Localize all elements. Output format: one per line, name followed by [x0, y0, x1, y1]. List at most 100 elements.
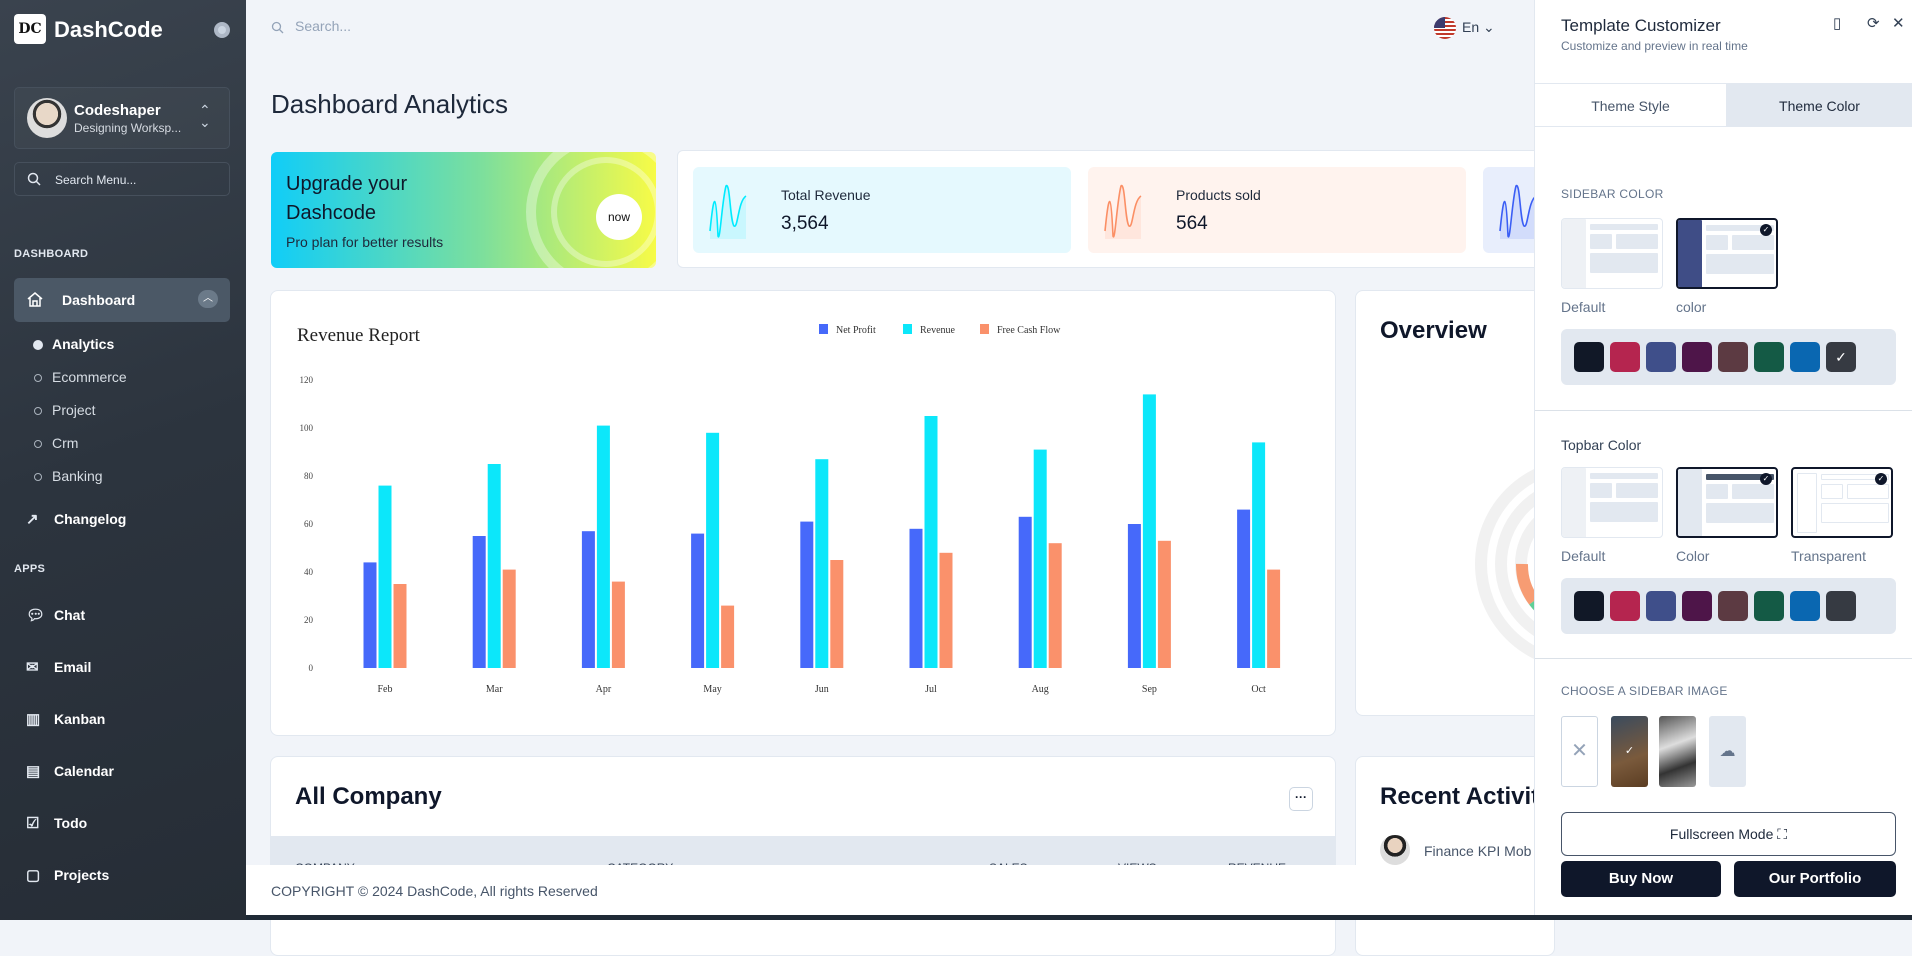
bar-net-profit[interactable]	[363, 562, 377, 668]
color-swatch[interactable]	[1718, 591, 1748, 621]
x-tick-label: Jul	[925, 684, 937, 695]
search-icon	[27, 172, 41, 186]
bar-net-profit[interactable]	[800, 521, 814, 668]
color-swatch[interactable]	[1718, 342, 1748, 372]
bar-revenue[interactable]	[1252, 442, 1266, 668]
color-swatch[interactable]	[1754, 591, 1784, 621]
bar-net-profit[interactable]	[1127, 524, 1141, 668]
upgrade-subtitle: Pro plan for better results	[286, 234, 444, 250]
bar-free-cash-flow[interactable]	[393, 584, 407, 668]
buy-now-button[interactable]: Buy Now	[1561, 861, 1721, 897]
color-swatch[interactable]	[1754, 342, 1784, 372]
color-swatch[interactable]	[1790, 591, 1820, 621]
legend-marker	[980, 324, 989, 334]
sidebar-image-option-1[interactable]: ✓	[1611, 716, 1648, 787]
kanban-icon: ▥	[26, 711, 41, 728]
upgrade-now-button[interactable]: now	[596, 194, 642, 240]
bar-free-cash-flow[interactable]	[1157, 540, 1171, 668]
color-swatch[interactable]	[1610, 342, 1640, 372]
fullscreen-mode-button[interactable]: Fullscreen Mode ⛶	[1561, 812, 1896, 856]
nav-label: Chat	[54, 607, 86, 623]
refresh-icon[interactable]: ⟳	[1867, 15, 1880, 32]
more-options-button[interactable]: ···	[1289, 787, 1313, 811]
bar-free-cash-flow[interactable]	[502, 569, 516, 668]
color-swatch[interactable]	[1682, 591, 1712, 621]
bar-revenue[interactable]	[815, 459, 829, 668]
bar-revenue[interactable]	[1142, 394, 1156, 668]
us-flag-icon[interactable]	[1434, 17, 1456, 39]
chevron-down-icon: ⌄	[1483, 19, 1495, 35]
subitem-label: Project	[52, 402, 96, 418]
tab-theme-style[interactable]: Theme Style	[1535, 83, 1726, 127]
bar-free-cash-flow[interactable]	[1048, 543, 1062, 668]
color-swatch[interactable]	[1682, 342, 1712, 372]
subitem-label: Ecommerce	[52, 369, 127, 385]
bar-revenue[interactable]	[1033, 449, 1047, 668]
legend-label[interactable]: Net Profit	[836, 325, 876, 336]
bar-free-cash-flow[interactable]	[611, 581, 625, 668]
bar-free-cash-flow[interactable]	[939, 552, 953, 668]
workspace-switcher[interactable]: Codeshaper Designing Worksp... ⌃ ⌄	[14, 87, 230, 149]
bar-net-profit[interactable]	[691, 533, 705, 668]
close-icon[interactable]: ✕	[1892, 15, 1905, 32]
check-icon: ✓	[1624, 745, 1635, 757]
x-tick-label: Feb	[378, 684, 393, 695]
topbar-color-default-option[interactable]	[1561, 467, 1663, 538]
color-swatch[interactable]: ✓	[1826, 342, 1856, 372]
search-menu-input[interactable]: Search Menu...	[14, 162, 230, 196]
language-selector[interactable]: En ⌄	[1462, 19, 1495, 36]
color-swatch[interactable]	[1574, 591, 1604, 621]
logo[interactable]: DC	[14, 14, 46, 44]
bottom-bar	[246, 915, 1912, 920]
sidebar-item-dashboard[interactable]: Dashboard ︿	[14, 278, 230, 322]
clipboard-icon[interactable]: ▯	[1833, 15, 1842, 32]
bar-revenue[interactable]	[378, 485, 392, 668]
stat-total-revenue: Total Revenue 3,564	[693, 167, 1071, 253]
search-input[interactable]: Search...	[295, 18, 352, 34]
bar-net-profit[interactable]	[472, 536, 486, 668]
color-swatch[interactable]	[1610, 591, 1640, 621]
upload-image-button[interactable]: ☁	[1709, 716, 1746, 787]
topbar-color-color-option[interactable]: ✓	[1676, 467, 1778, 538]
bar-net-profit[interactable]	[581, 531, 595, 668]
sidebar-color-default-option[interactable]	[1561, 218, 1663, 289]
tab-theme-color[interactable]: Theme Color	[1726, 83, 1912, 127]
bar-revenue[interactable]	[924, 416, 938, 668]
sidebar-image-option-2[interactable]	[1659, 716, 1696, 787]
bar-revenue[interactable]	[487, 464, 501, 668]
bar-revenue[interactable]	[596, 425, 610, 668]
our-portfolio-button[interactable]: Our Portfolio	[1734, 861, 1896, 897]
overview-radial-chart	[1475, 461, 1554, 667]
legend-label[interactable]: Revenue	[920, 325, 956, 336]
subitem-label: Banking	[52, 468, 103, 484]
no-image-option[interactable]: ✕	[1561, 716, 1598, 787]
legend-marker	[903, 324, 912, 334]
option-label: Default	[1561, 299, 1606, 315]
bar-free-cash-flow[interactable]	[830, 560, 844, 668]
bar-net-profit[interactable]	[1237, 509, 1251, 668]
color-swatch[interactable]	[1790, 342, 1820, 372]
color-swatch[interactable]	[1826, 591, 1856, 621]
chat-icon: 💬︎	[26, 607, 46, 624]
bar-free-cash-flow[interactable]	[1267, 569, 1281, 668]
activity-item[interactable]: Finance KPI Mob	[1424, 843, 1532, 859]
sidebar-toggle[interactable]	[214, 22, 230, 38]
divider	[1535, 410, 1912, 411]
bar-revenue[interactable]	[706, 432, 720, 668]
legend-label[interactable]: Free Cash Flow	[997, 325, 1061, 336]
sidebar-color-color-option[interactable]: ✓	[1676, 218, 1778, 289]
color-swatch[interactable]	[1646, 342, 1676, 372]
bar-net-profit[interactable]	[909, 528, 923, 668]
overview-title: Overview	[1380, 317, 1487, 344]
option-label: color	[1676, 299, 1707, 315]
bar-free-cash-flow[interactable]	[721, 605, 735, 668]
avatar	[27, 98, 67, 138]
language-label: En	[1462, 19, 1480, 35]
bar-net-profit[interactable]	[1018, 516, 1032, 668]
color-swatch[interactable]	[1646, 591, 1676, 621]
color-swatch[interactable]	[1574, 342, 1604, 372]
check-icon: ✓	[1760, 224, 1772, 236]
sidebar-image-label: CHOOSE A SIDEBAR IMAGE	[1561, 684, 1728, 698]
topbar-color-transparent-option[interactable]: ✓	[1791, 467, 1893, 538]
chevron-up-icon[interactable]: ︿	[198, 290, 218, 308]
